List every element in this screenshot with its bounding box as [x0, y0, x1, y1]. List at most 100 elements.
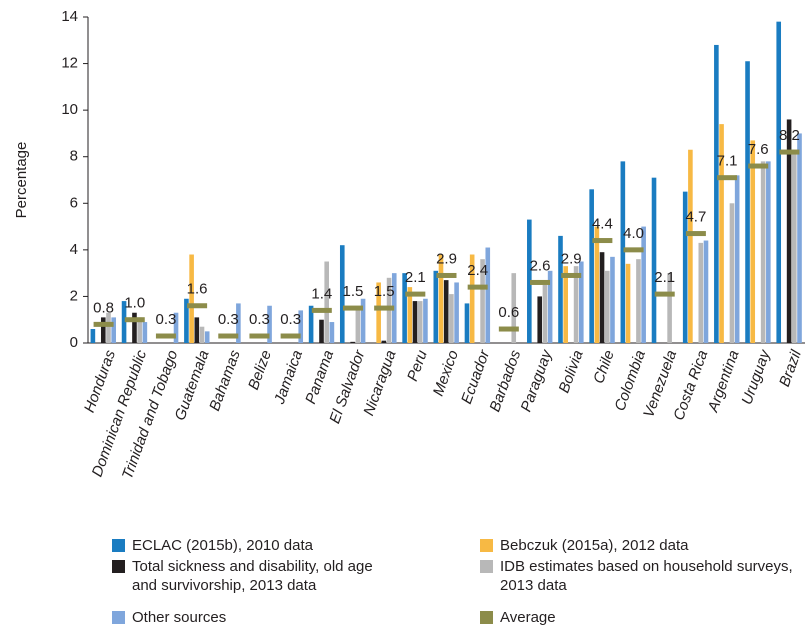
- bar: [267, 305, 272, 343]
- x-tick-label: Belize: [245, 348, 275, 392]
- average-marker: [592, 238, 613, 244]
- average-label: 0.3: [218, 311, 239, 328]
- average-label: 0.3: [156, 311, 177, 328]
- average-marker: [436, 272, 457, 278]
- bar: [339, 245, 345, 343]
- bar: [121, 301, 127, 343]
- average-marker: [498, 326, 519, 332]
- bar: [688, 149, 693, 343]
- bar: [376, 282, 381, 343]
- bar: [729, 203, 735, 343]
- legend-swatch: [480, 611, 493, 624]
- bar: [319, 319, 324, 343]
- bar: [620, 161, 626, 343]
- bar: [542, 284, 548, 343]
- bar: [610, 256, 615, 343]
- y-tick-label: 10: [61, 101, 78, 118]
- bar: [407, 287, 413, 343]
- bar: [402, 273, 407, 343]
- legend-swatch: [480, 539, 493, 552]
- bar: [719, 124, 724, 343]
- average-marker: [530, 279, 551, 285]
- average-label: 2.6: [530, 257, 551, 274]
- average-marker: [623, 247, 644, 253]
- bar: [766, 161, 771, 343]
- bar: [100, 317, 106, 343]
- legend-label: Bebczuk (2015a), 2012 data: [500, 537, 689, 554]
- average-label: 0.3: [280, 311, 301, 328]
- legend-swatch: [480, 560, 493, 573]
- bar: [106, 312, 111, 343]
- bar: [298, 310, 304, 343]
- bar: [573, 266, 579, 343]
- bar: [350, 341, 355, 343]
- bar: [636, 259, 641, 343]
- bar: [599, 252, 605, 343]
- bar: [578, 261, 584, 343]
- bar: [760, 161, 766, 343]
- legend-swatch: [112, 611, 125, 624]
- average-label: 2.9: [436, 250, 457, 267]
- x-tick-label: Mexico: [430, 348, 462, 398]
- bar: [454, 282, 459, 343]
- bar: [589, 189, 594, 343]
- bar: [651, 177, 657, 343]
- bar: [417, 301, 423, 343]
- legend-swatch: [112, 560, 125, 573]
- average-marker: [280, 333, 301, 339]
- average-marker: [717, 175, 738, 181]
- legend-label: ECLAC (2015b), 2010 data: [132, 537, 313, 554]
- average-label: 4.4: [592, 216, 613, 233]
- bar: [137, 317, 142, 343]
- average-marker: [311, 307, 332, 313]
- bar: [236, 303, 241, 343]
- average-label: 2.4: [467, 262, 488, 279]
- legend-item: Total sickness and disability, old age a…: [112, 557, 392, 595]
- x-tick-label: Bahamas: [206, 347, 244, 413]
- legend-label: IDB estimates based on household surveys…: [500, 558, 793, 594]
- bar: [527, 219, 532, 343]
- bar: [199, 326, 205, 343]
- average-marker: [748, 163, 769, 169]
- bar: [132, 312, 137, 343]
- bar: [173, 312, 179, 343]
- bar: [682, 191, 688, 343]
- average-marker: [779, 149, 800, 155]
- x-tick-label: Peru: [404, 347, 431, 383]
- bar: [750, 140, 756, 343]
- bar: [594, 226, 600, 343]
- average-marker: [155, 333, 176, 339]
- x-tick-label: Ecuador: [458, 347, 493, 406]
- bar: [797, 133, 802, 343]
- bar: [412, 301, 418, 343]
- legend-swatch: [112, 539, 125, 552]
- y-tick-label: 14: [61, 8, 78, 25]
- bar: [355, 308, 361, 343]
- bar: [734, 175, 740, 343]
- bar: [511, 273, 517, 343]
- bar: [90, 329, 96, 343]
- bar: [423, 298, 428, 343]
- legend-item: Bebczuk (2015a), 2012 data: [480, 536, 800, 555]
- legend-label: Total sickness and disability, old age a…: [132, 558, 373, 594]
- bar: [438, 254, 444, 343]
- bar: [324, 261, 330, 343]
- x-tick-label: Paraguay: [518, 347, 556, 415]
- average-label: 7.6: [748, 141, 769, 158]
- x-tick-label: Brazil: [776, 347, 805, 389]
- bar: [547, 270, 553, 343]
- bar: [391, 273, 397, 343]
- bar: [464, 303, 470, 343]
- bar: [142, 322, 148, 343]
- legend-label: Average: [500, 609, 556, 626]
- y-tick-label: 6: [70, 194, 78, 211]
- bar: [776, 21, 782, 344]
- average-marker: [374, 305, 395, 311]
- x-tick-label: Jamaica: [271, 348, 306, 407]
- average-label: 2.1: [654, 269, 675, 286]
- bar: [641, 226, 646, 343]
- average-marker: [124, 317, 145, 323]
- average-label: 0.3: [249, 311, 270, 328]
